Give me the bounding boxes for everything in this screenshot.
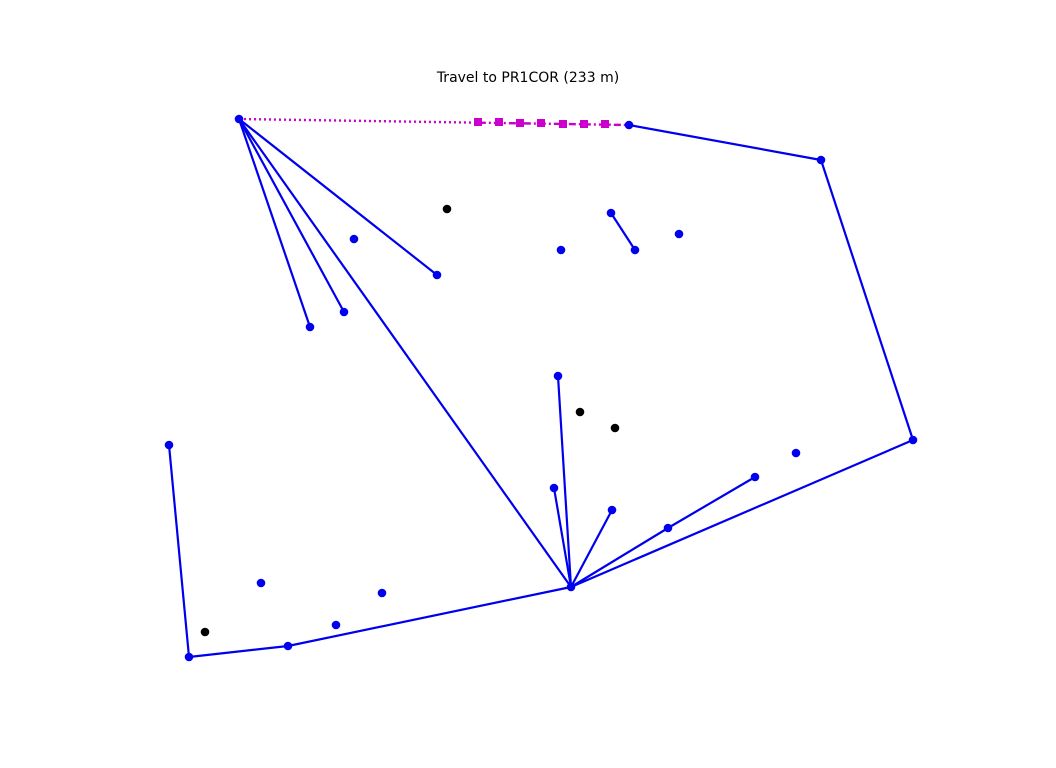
network-edge bbox=[237, 117, 439, 277]
network-node bbox=[553, 371, 563, 381]
network-node bbox=[549, 483, 559, 493]
network-edge bbox=[556, 374, 573, 589]
network-node bbox=[556, 245, 566, 255]
network-node bbox=[305, 322, 315, 332]
network-node bbox=[234, 114, 244, 124]
travel-route-dotted bbox=[238, 117, 479, 124]
network-node bbox=[283, 641, 293, 651]
nodes-layer bbox=[164, 114, 918, 662]
diagram-title: Travel to PR1COR (233 m) bbox=[436, 70, 620, 86]
route-marker bbox=[559, 120, 567, 128]
network-node bbox=[630, 245, 640, 255]
network-edge bbox=[167, 443, 191, 659]
network-edge bbox=[187, 644, 290, 659]
unconnected-node bbox=[610, 423, 620, 433]
network-edge bbox=[569, 438, 915, 589]
network-node bbox=[331, 620, 341, 630]
network-node bbox=[566, 582, 576, 592]
network-node bbox=[908, 435, 918, 445]
network-node bbox=[164, 440, 174, 450]
network-edge bbox=[552, 486, 573, 589]
network-node bbox=[750, 472, 760, 482]
network-node bbox=[663, 523, 673, 533]
network-node bbox=[377, 588, 387, 598]
network-node bbox=[674, 229, 684, 239]
route-marker bbox=[474, 118, 482, 126]
network-edge bbox=[237, 117, 573, 589]
network-node bbox=[339, 307, 349, 317]
unconnected-node bbox=[575, 407, 585, 417]
network-edge bbox=[609, 211, 637, 252]
unconnected-node bbox=[442, 204, 452, 214]
travel-route-layer bbox=[238, 117, 630, 128]
route-marker bbox=[495, 118, 503, 126]
network-node bbox=[816, 155, 826, 165]
unconnected-node bbox=[200, 627, 210, 637]
network-edge bbox=[569, 508, 614, 589]
route-marker bbox=[516, 119, 524, 127]
network-edge bbox=[666, 475, 757, 530]
route-marker bbox=[537, 119, 545, 127]
network-edge bbox=[627, 123, 823, 162]
network-node bbox=[184, 652, 194, 662]
network-node bbox=[791, 448, 801, 458]
network-node bbox=[349, 234, 359, 244]
network-edge bbox=[237, 117, 312, 329]
edges-layer bbox=[167, 117, 915, 659]
route-marker bbox=[580, 120, 588, 128]
network-node bbox=[606, 208, 616, 218]
network-node bbox=[624, 120, 634, 130]
network-node bbox=[432, 270, 442, 280]
network-node bbox=[607, 505, 617, 515]
network-edge bbox=[819, 158, 915, 442]
network-edge bbox=[569, 526, 670, 589]
network-edge bbox=[237, 117, 346, 314]
network-edge bbox=[286, 585, 573, 648]
network-node bbox=[256, 578, 266, 588]
route-marker bbox=[601, 120, 609, 128]
